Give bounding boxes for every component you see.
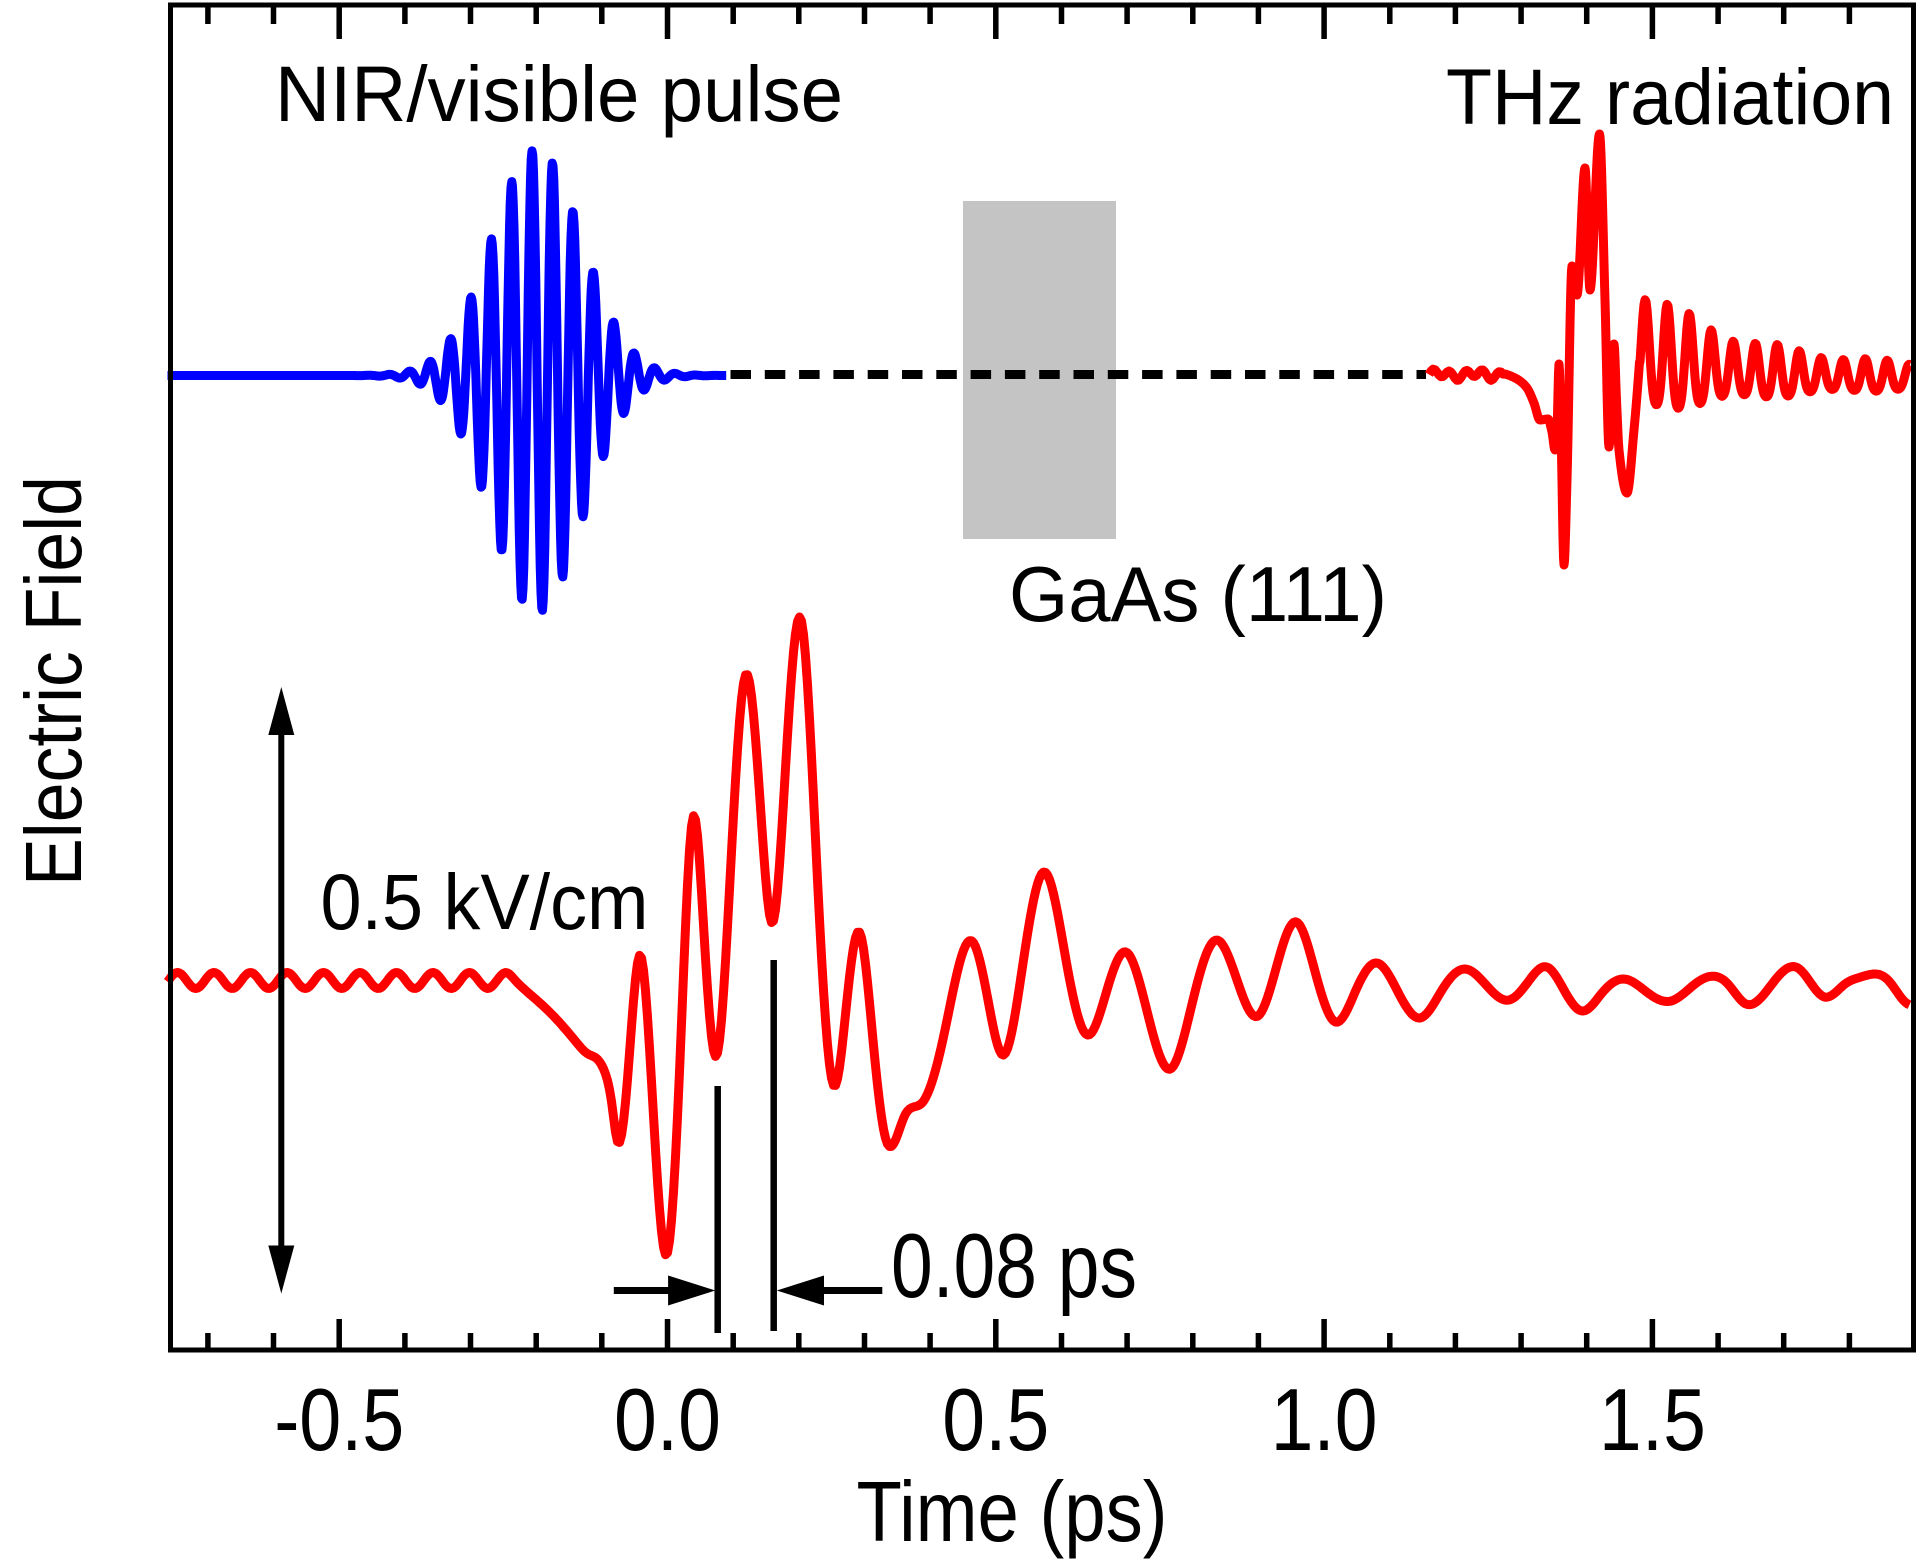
svg-text:NIR/visible pulse: NIR/visible pulse [275, 49, 843, 138]
svg-text:0.5: 0.5 [942, 1370, 1049, 1469]
svg-text:THz radiation: THz radiation [1446, 52, 1894, 141]
svg-text:GaAs (111): GaAs (111) [1009, 550, 1387, 638]
svg-text:Time (ps): Time (ps) [857, 1465, 1168, 1560]
svg-text:0.5 kV/cm: 0.5 kV/cm [321, 857, 649, 946]
svg-text:1.5: 1.5 [1599, 1370, 1706, 1469]
svg-text:Electric Field: Electric Field [9, 476, 98, 886]
svg-text:-0.5: -0.5 [274, 1370, 404, 1469]
svg-text:0.08 ps: 0.08 ps [891, 1216, 1137, 1317]
svg-text:1.0: 1.0 [1271, 1370, 1378, 1469]
svg-text:0.0: 0.0 [614, 1370, 721, 1469]
